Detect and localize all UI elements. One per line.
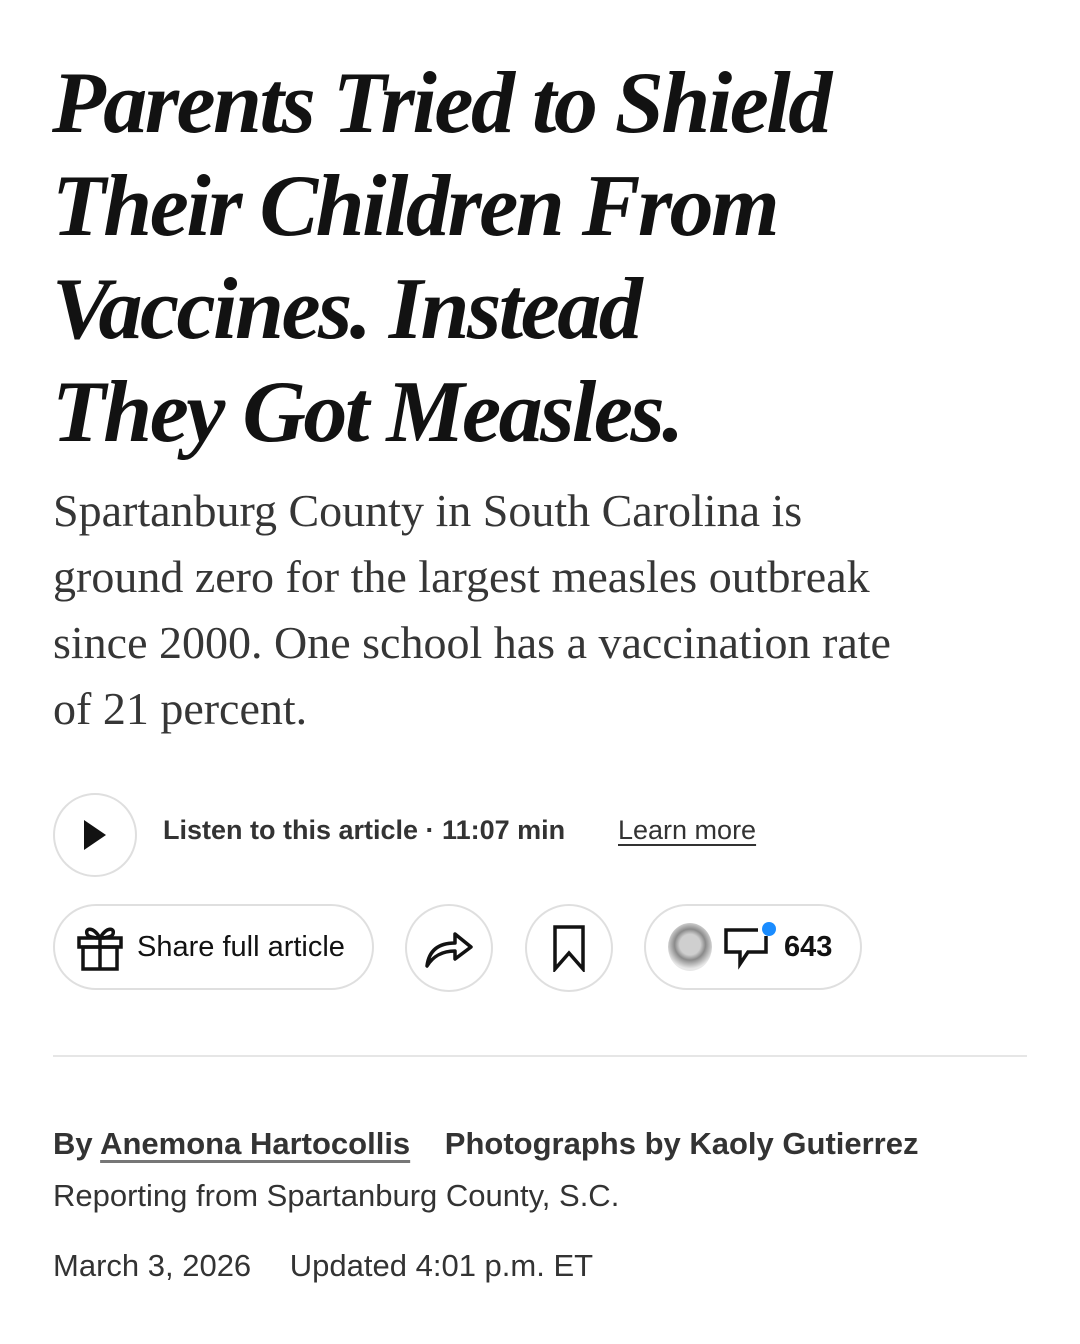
summary-line: since 2000. One school has a vaccination… <box>53 617 891 668</box>
comment-icon <box>724 922 776 970</box>
headline-line: Vaccines. Instead <box>52 261 643 358</box>
headline-line: Their Children From <box>52 158 780 255</box>
share-button[interactable] <box>405 904 493 992</box>
play-button[interactable] <box>53 793 137 877</box>
published-date: March 3, 2026 <box>53 1248 252 1283</box>
summary-line: of 21 percent. <box>53 683 308 734</box>
summary-line: Spartanburg County in South Carolina is <box>53 485 803 536</box>
listen-label: Listen to this article · 11:07 min <box>163 815 566 845</box>
byline-prefix: By <box>53 1126 93 1161</box>
byline: By Anemona Hartocollis Photographs by Ka… <box>53 1126 919 1162</box>
comments-count: 643 <box>784 930 833 963</box>
headline-line: Parents Tried to Shield <box>52 55 832 152</box>
headline-line: They Got Measles. <box>52 364 684 461</box>
photographs-credit: Photographs by Kaoly Gutierrez <box>444 1126 919 1161</box>
author-link[interactable]: Anemona Hartocollis <box>100 1126 411 1161</box>
gift-icon <box>77 927 123 971</box>
reporting-location: Reporting from Spartanburg County, S.C. <box>53 1178 620 1213</box>
updated-time: Updated 4:01 p.m. ET <box>289 1248 594 1283</box>
save-button[interactable] <box>525 904 613 992</box>
divider <box>53 1055 1027 1057</box>
notification-dot <box>762 922 776 936</box>
share-full-article-label: Share full article <box>137 930 345 963</box>
dates: March 3, 2026 Updated 4:01 p.m. ET <box>53 1248 593 1284</box>
share-arrow-icon <box>425 932 473 968</box>
summary: Spartanburg County in South Carolina is … <box>53 478 891 742</box>
share-full-article-button[interactable]: Share full article <box>53 904 374 990</box>
avatar <box>668 923 712 971</box>
headline: Parents Tried to Shield Their Children F… <box>52 52 832 464</box>
play-icon <box>84 820 106 850</box>
learn-more-link[interactable]: Learn more <box>618 815 757 845</box>
summary-line: ground zero for the largest measles outb… <box>53 551 870 602</box>
bookmark-icon <box>553 925 585 972</box>
comments-button[interactable]: 643 <box>644 904 862 990</box>
